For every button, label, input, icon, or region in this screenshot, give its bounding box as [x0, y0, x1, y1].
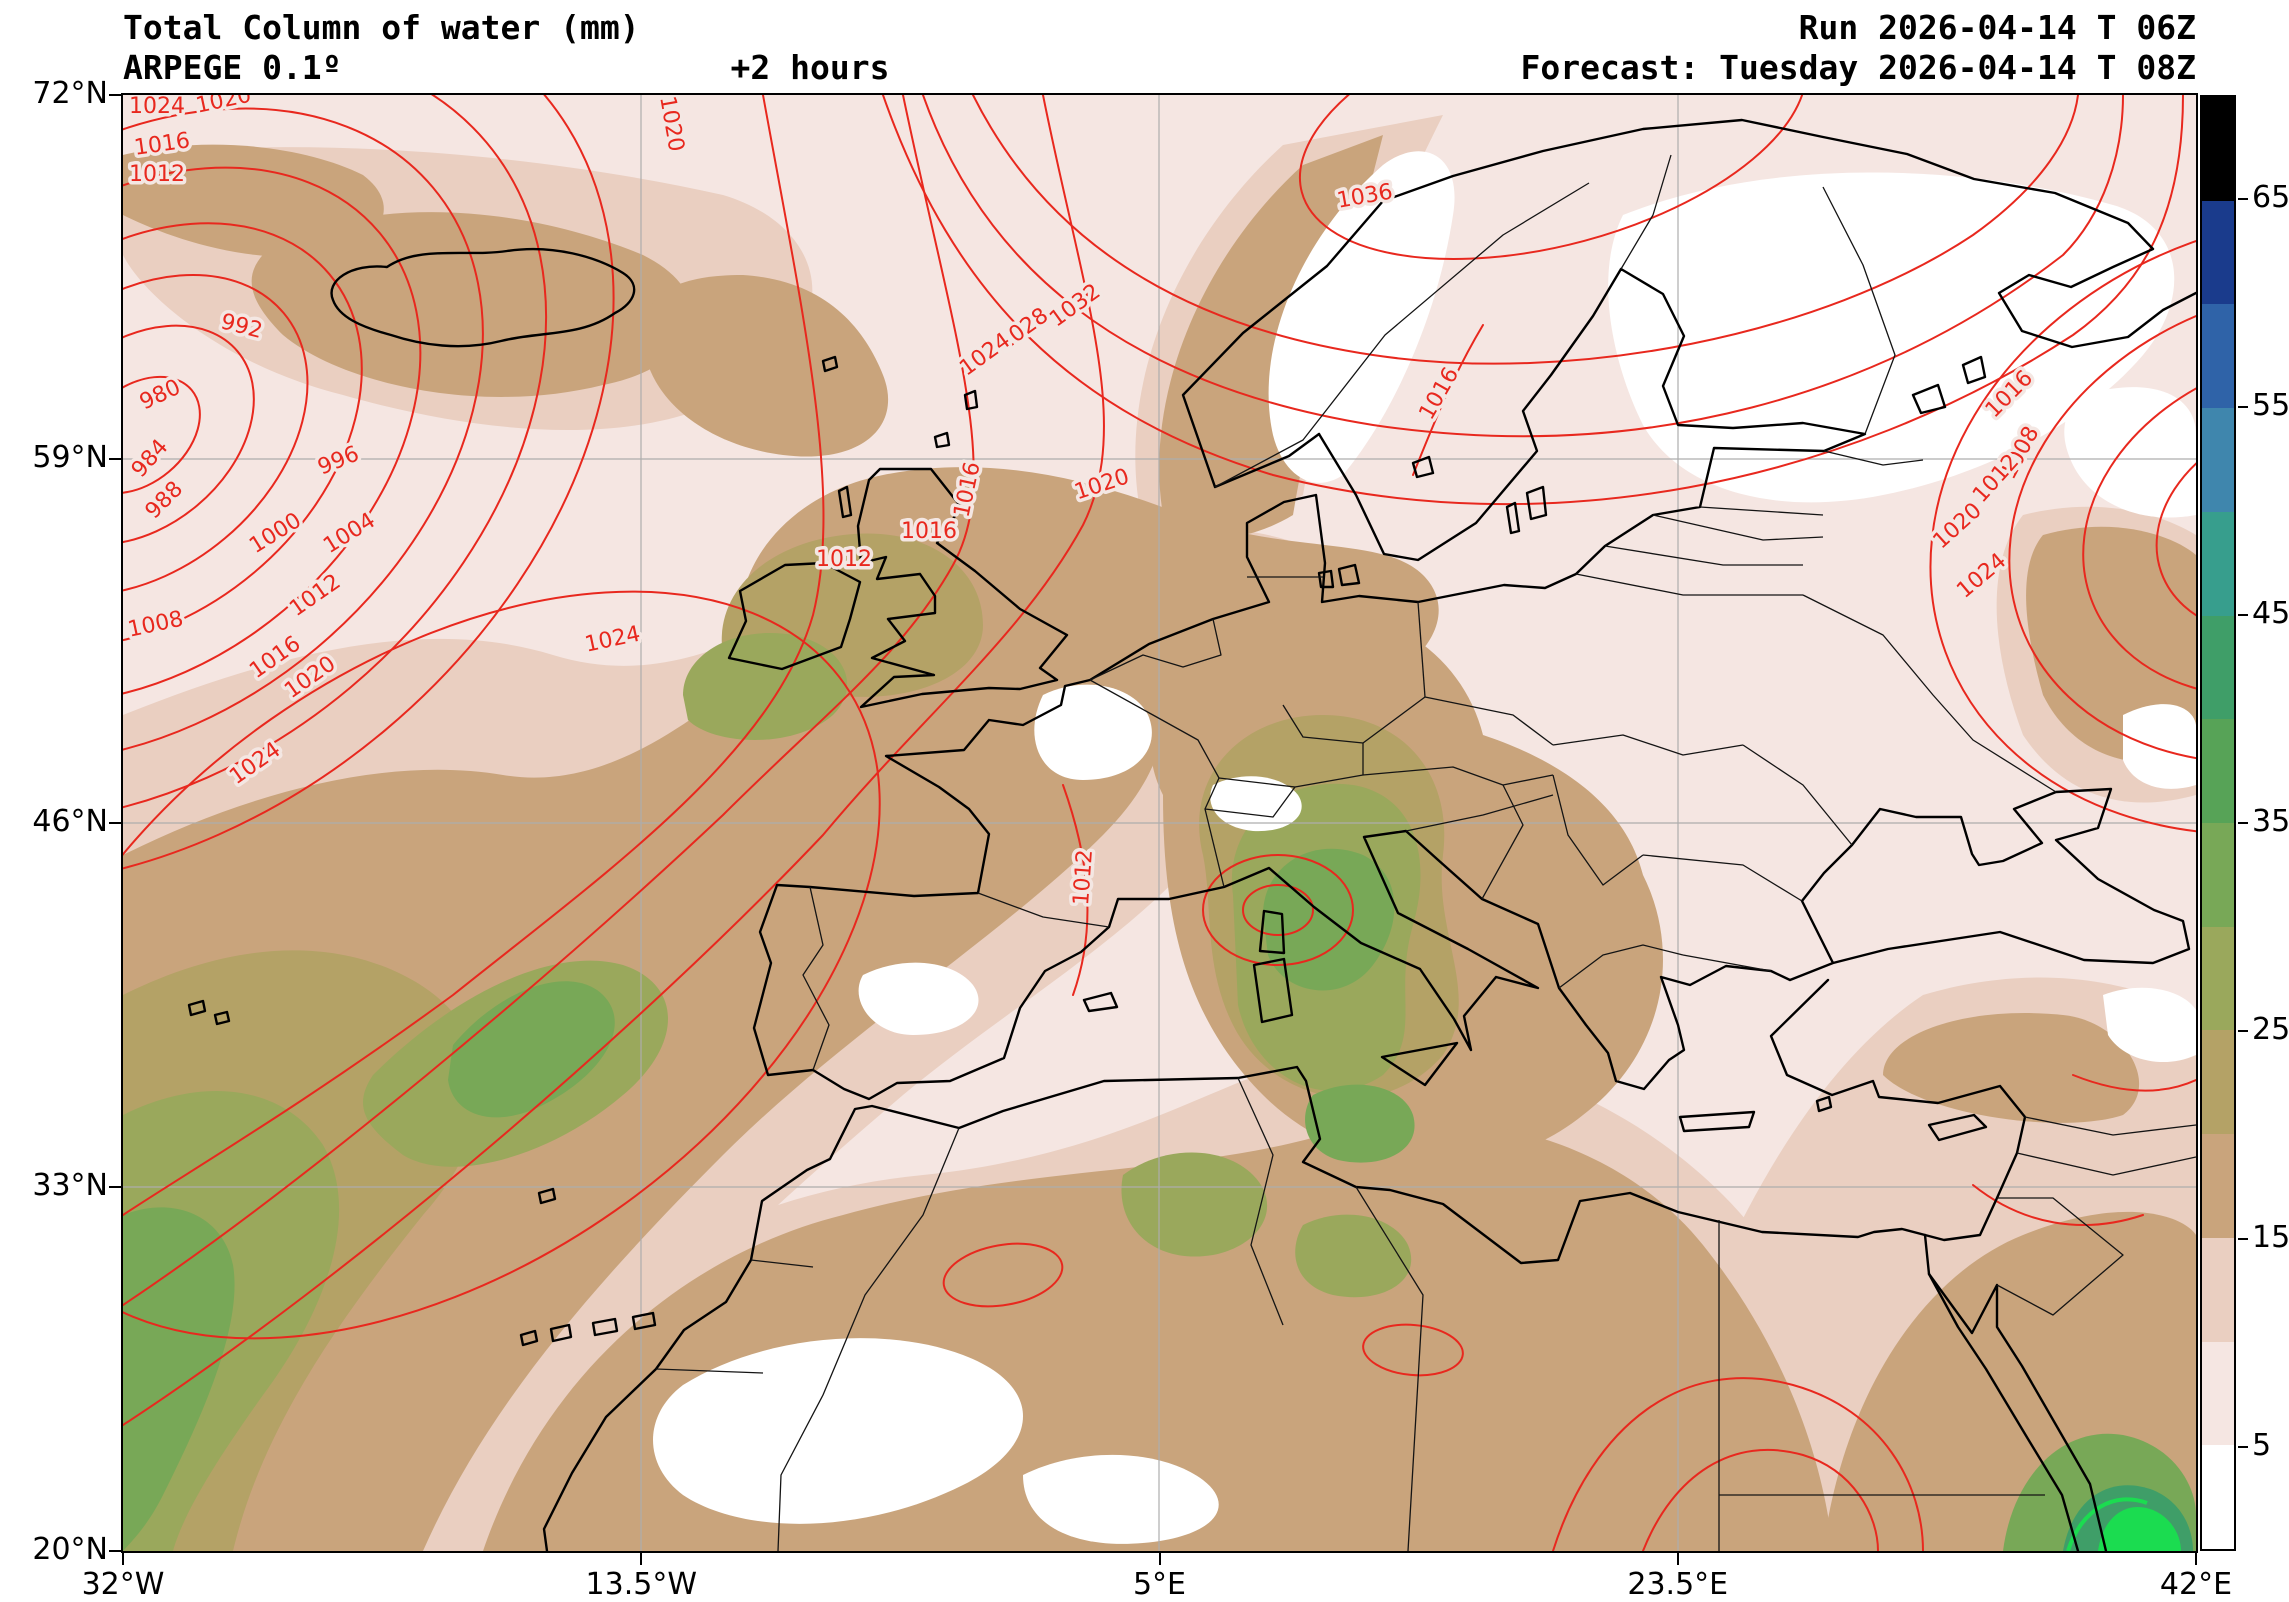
x-tickmark	[122, 1553, 124, 1565]
colorbar-tick-label: 55	[2252, 388, 2289, 423]
y-tick-label: 46°N	[32, 804, 108, 839]
lead-time-label: +2 hours	[730, 48, 890, 87]
x-tickmark	[1158, 1553, 1161, 1565]
colorbar-segment	[2202, 823, 2234, 927]
colorbar-segment	[2202, 408, 2234, 512]
colorbar-tick-label: 45	[2252, 596, 2289, 631]
colorbar-tickmark	[2238, 1446, 2248, 1448]
colorbar-tickmark	[2238, 198, 2248, 200]
x-tickmark	[1676, 1553, 1679, 1565]
colorbar-tickmark	[2238, 1238, 2248, 1240]
colorbar-tick-label: 5	[2252, 1428, 2272, 1463]
model-label: ARPEGE 0.1º	[123, 48, 342, 87]
colorbar-segment	[2202, 97, 2234, 201]
colorbar-tickmark	[2238, 822, 2248, 824]
chart-title: Total Column of water (mm)	[123, 8, 640, 47]
run-label: Run 2026-04-14 T 06Z	[1798, 8, 2196, 47]
forecast-label: Forecast: Tuesday 2026-04-14 T 08Z	[1520, 48, 2196, 87]
colorbar-segment	[2202, 1445, 2234, 1550]
y-tickmark	[109, 94, 121, 96]
isobar-label: 1012	[129, 162, 185, 187]
colorbar-tickmark	[2238, 406, 2248, 408]
colorbar-segment	[2202, 926, 2234, 1031]
country-border-layer	[655, 154, 2196, 1551]
x-tick-label: 13.5°W	[585, 1567, 697, 1602]
y-tick-label: 20°N	[32, 1532, 108, 1567]
colorbar-tick-label: 35	[2252, 804, 2289, 839]
x-tick-label: 5°E	[1132, 1567, 1187, 1602]
y-tickmark	[109, 1186, 121, 1188]
colorbar-segment	[2202, 1134, 2234, 1238]
colorbar	[2200, 95, 2236, 1551]
colorbar-tick-label: 25	[2252, 1012, 2289, 1047]
colorbar-segment	[2202, 200, 2234, 305]
x-tick-label: 32°W	[81, 1567, 165, 1602]
isobar-label: 1012	[816, 547, 872, 572]
isobar-label: 1024	[129, 95, 185, 119]
isobar-label: 1012	[1069, 849, 1098, 907]
colorbar-segment	[2202, 615, 2234, 720]
x-tick-label: 42°E	[2159, 1567, 2233, 1602]
y-tick-label: 33°N	[32, 1168, 108, 1203]
x-tickmark	[640, 1553, 643, 1565]
gridline-layer	[123, 95, 2196, 1551]
x-tick-label: 23.5°E	[1627, 1567, 1729, 1602]
isobar-layer	[123, 95, 2196, 1551]
colorbar-segments	[2202, 97, 2234, 1550]
y-tickmark	[109, 458, 121, 460]
y-tickmark	[109, 822, 121, 824]
isobar-label: 1016	[901, 519, 957, 544]
colorbar-tick-label: 15	[2252, 1220, 2289, 1255]
map-area: 1024 1020 1016 1012 1020 992 980 984 996 988 1000 1…	[121, 93, 2198, 1553]
colorbar-tickmark	[2238, 1030, 2248, 1032]
colorbar-segment	[2202, 304, 2234, 409]
y-tickmark	[109, 1550, 121, 1552]
x-tickmark	[2195, 1553, 2197, 1565]
colorbar-segment	[2202, 511, 2234, 616]
colorbar-segment	[2202, 719, 2234, 824]
colorbar-tick-label: 65	[2252, 180, 2289, 215]
colorbar-segment	[2202, 1341, 2234, 1446]
y-tick-label: 59°N	[32, 440, 108, 475]
colorbar-segment	[2202, 1030, 2234, 1135]
colorbar-tickmark	[2238, 614, 2248, 616]
y-tick-label: 72°N	[32, 76, 108, 111]
colorbar-segment	[2202, 1237, 2234, 1342]
